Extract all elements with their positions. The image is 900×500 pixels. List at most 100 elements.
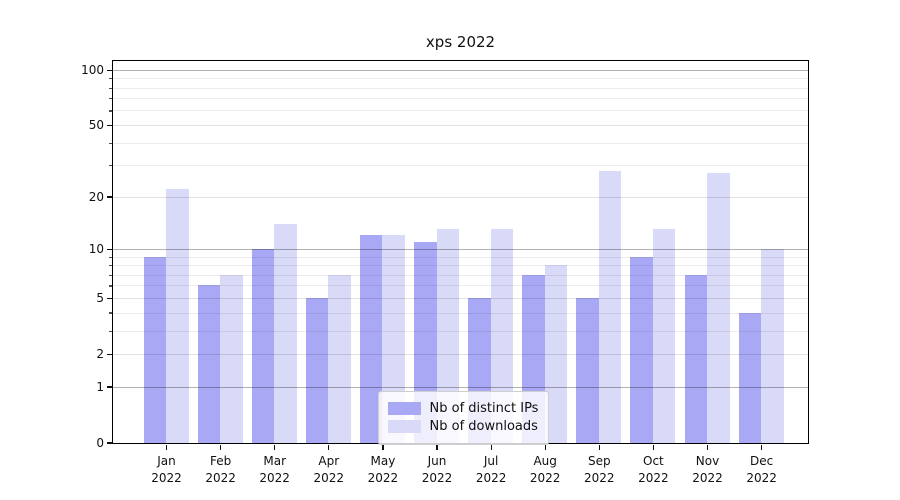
y-tick-mark-20 [106, 196, 112, 198]
x-tick-mark-apr [328, 444, 330, 450]
gridline-minor-8 [112, 265, 808, 266]
x-tick-mark-jul [490, 444, 492, 450]
x-tick-month: Mar [263, 454, 286, 468]
y-tick-mark-1 [106, 386, 112, 388]
x-tick-month: May [370, 454, 396, 468]
y-tick-label-1: 1 [96, 380, 104, 394]
x-tick-mark-jan [165, 444, 168, 450]
x-tick-label-nov: Nov 2022 [672, 453, 744, 486]
gridline-50 [112, 124, 808, 126]
x-tick-month: Jan [157, 454, 176, 468]
bar-distinct-ips-jan [143, 256, 166, 443]
x-tick-year: 2022 [529, 470, 561, 485]
chart-title: xps 2022 [425, 33, 496, 51]
y-minor-tick-mark-7 [108, 274, 112, 276]
legend-swatch-downloads [387, 419, 421, 433]
x-tick-year: 2022 [746, 470, 777, 485]
x-tick-mark-dec [761, 444, 763, 450]
x-tick-label-mar: Mar 2022 [239, 453, 311, 486]
x-tick-month: Aug [533, 454, 557, 468]
y-tick-label-5: 5 [96, 291, 104, 306]
bar-distinct-ips-feb [197, 285, 221, 443]
x-tick-label-sep: Sep 2022 [563, 453, 635, 486]
x-tick-month: Apr [318, 454, 340, 468]
y-minor-tick-mark-70 [108, 98, 112, 100]
x-tick-mark-feb [220, 444, 222, 450]
x-tick-mark-mar [274, 444, 276, 450]
x-tick-label-feb: Feb 2022 [185, 453, 257, 486]
x-tick-label-dec: Dec 2022 [726, 453, 798, 486]
x-tick-mark-oct [652, 444, 655, 450]
legend-item-distinct-ips: Nb of distinct IPs [387, 400, 539, 416]
y-tick-mark-0 [106, 442, 112, 444]
x-tick-year: 2022 [313, 470, 345, 485]
bar-distinct-ips-oct [630, 256, 653, 443]
x-tick-label-jun: Jun 2022 [401, 453, 473, 486]
gridline-minor-40 [112, 142, 808, 144]
y-tick-mark-2 [106, 353, 112, 355]
x-tick-label-jan: Jan 2022 [131, 453, 203, 486]
x-tick-label-jul: Jul 2022 [455, 453, 527, 486]
x-tick-year: 2022 [151, 470, 182, 485]
y-minor-tick-mark-80 [108, 87, 112, 89]
x-tick-year: 2022 [692, 470, 723, 485]
legend-swatch-distinct-ips [387, 401, 421, 415]
gridline-minor-70 [112, 98, 808, 100]
y-tick-mark-50 [106, 124, 112, 127]
bar-downloads-oct [652, 229, 676, 443]
x-tick-mark-jun [436, 444, 438, 450]
bar-downloads-jan [166, 189, 189, 443]
gridline-100 [112, 69, 808, 71]
y-minor-tick-mark-9 [108, 256, 112, 258]
y-tick-label-50: 50 [88, 118, 104, 133]
legend-label: Nb of distinct IPs [429, 400, 539, 416]
legend-label: Nb of downloads [429, 418, 538, 434]
y-minor-tick-mark-8 [108, 265, 112, 267]
x-tick-mark-nov [706, 444, 709, 450]
gridline-minor-90 [112, 78, 808, 80]
bar-downloads-apr [328, 274, 351, 443]
x-tick-month: Jun [427, 454, 447, 468]
bar-distinct-ips-mar [251, 248, 275, 443]
bar-downloads-sep [598, 170, 622, 443]
gridline-20 [112, 196, 808, 198]
gridline-minor-9 [112, 256, 808, 258]
x-tick-label-may: May 2022 [347, 453, 419, 486]
gridline-minor-30 [112, 165, 808, 167]
y-tick-label-100: 100 [81, 63, 104, 78]
x-tick-label-apr: Apr 2022 [293, 453, 365, 486]
y-tick-mark-10 [106, 248, 112, 250]
x-tick-mark-may [382, 444, 384, 450]
bar-distinct-ips-nov [684, 274, 707, 443]
x-tick-month: Dec [749, 454, 774, 468]
x-tick-month: Feb [209, 454, 232, 468]
x-tick-month: Jul [483, 454, 499, 468]
y-minor-tick-mark-40 [108, 142, 112, 144]
y-minor-tick-mark-30 [108, 165, 112, 167]
bar-downloads-aug [544, 265, 568, 443]
x-tick-year: 2022 [259, 470, 290, 485]
x-tick-year: 2022 [205, 470, 236, 485]
plot-area: Nb of distinct IPs Nb of downloads [111, 59, 809, 445]
x-tick-label-aug: Aug 2022 [509, 453, 581, 486]
x-tick-year: 2022 [421, 470, 453, 485]
bar-distinct-ips-dec [738, 312, 762, 443]
y-tick-mark-5 [106, 297, 112, 299]
x-tick-month: Nov [695, 454, 720, 468]
y-minor-tick-mark-3 [108, 330, 112, 332]
y-minor-tick-mark-60 [108, 110, 112, 112]
x-tick-mark-aug [544, 444, 546, 450]
gridline-minor-80 [112, 87, 808, 89]
bar-distinct-ips-apr [305, 297, 329, 443]
bar-downloads-jun [436, 229, 459, 443]
x-tick-mark-sep [598, 444, 600, 450]
y-tick-label-0: 0 [96, 436, 104, 450]
gridline-10 [112, 248, 808, 250]
x-tick-year: 2022 [475, 470, 507, 485]
bar-distinct-ips-sep [576, 297, 599, 443]
bar-downloads-feb [220, 274, 243, 443]
bar-distinct-ips-may [359, 235, 383, 443]
gridline-minor-60 [112, 110, 808, 112]
x-tick-month: Sep [587, 454, 611, 468]
